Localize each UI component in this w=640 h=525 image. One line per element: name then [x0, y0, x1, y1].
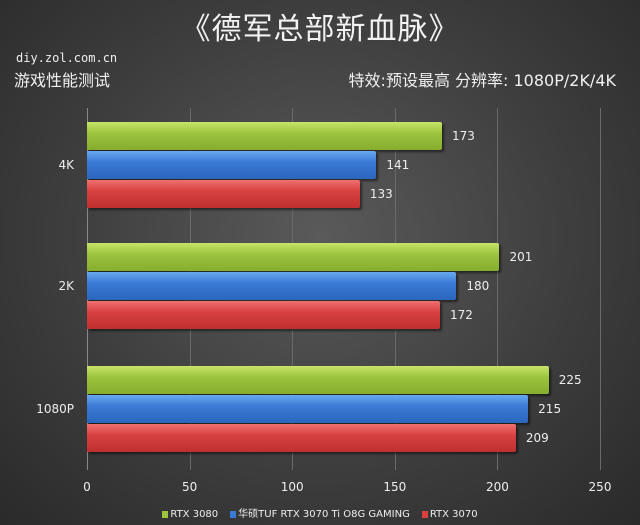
gridline	[600, 108, 601, 470]
bar-2K-2	[87, 301, 440, 329]
bar-4K-1	[87, 151, 377, 179]
test-settings: 特效:预设最高 分辨率: 1080P/2K/4K	[348, 71, 616, 90]
bar-1080P-2	[87, 424, 516, 452]
legend-item: RTX 3080	[162, 509, 218, 520]
bar-2K-0	[87, 243, 500, 271]
data-label: 173	[451, 129, 475, 143]
x-tick-label: 250	[588, 480, 612, 494]
x-tick-label: 50	[181, 480, 198, 494]
data-label: 215	[538, 402, 562, 416]
data-label: 141	[386, 158, 410, 172]
bar-2K-1	[87, 272, 457, 300]
chart-title: 《德军总部新血脉》	[180, 12, 460, 47]
data-label: 209	[525, 431, 549, 445]
data-label: 172	[449, 308, 473, 322]
data-label: 133	[369, 187, 393, 201]
legend-item: 华硕TUF RTX 3070 Ti O8G GAMING	[230, 509, 410, 520]
legend-swatch-icon	[162, 510, 169, 518]
x-tick-label: 100	[280, 480, 304, 494]
plot-area: 173 141 133 201 180 172 225 215 209	[87, 108, 601, 470]
legend-item: RTX 3070	[421, 509, 478, 520]
x-tick-label: 150	[383, 480, 407, 494]
bar-1080P-0	[87, 366, 549, 394]
data-label: 225	[558, 373, 582, 387]
data-label: 180	[466, 279, 490, 293]
data-label: 201	[509, 250, 533, 264]
bar-4K-0	[87, 122, 442, 150]
bar-1080P-1	[87, 395, 529, 423]
legend: RTX 3080 华硕TUF RTX 3070 Ti O8G GAMING RTX …	[0, 505, 640, 520]
category-label: 4K	[58, 158, 74, 172]
category-label: 1080P	[36, 402, 74, 416]
x-tick-label: 0	[83, 480, 91, 494]
legend-swatch-icon	[230, 510, 237, 518]
category-label: 2K	[58, 279, 74, 293]
site-watermark: diy.zol.com.cn	[16, 51, 118, 65]
chart-subtitle: 游戏性能测试	[14, 71, 111, 90]
bar-4K-2	[87, 180, 360, 208]
gridline	[497, 108, 499, 470]
x-tick-label: 200	[485, 480, 509, 494]
legend-swatch-icon	[421, 510, 428, 518]
